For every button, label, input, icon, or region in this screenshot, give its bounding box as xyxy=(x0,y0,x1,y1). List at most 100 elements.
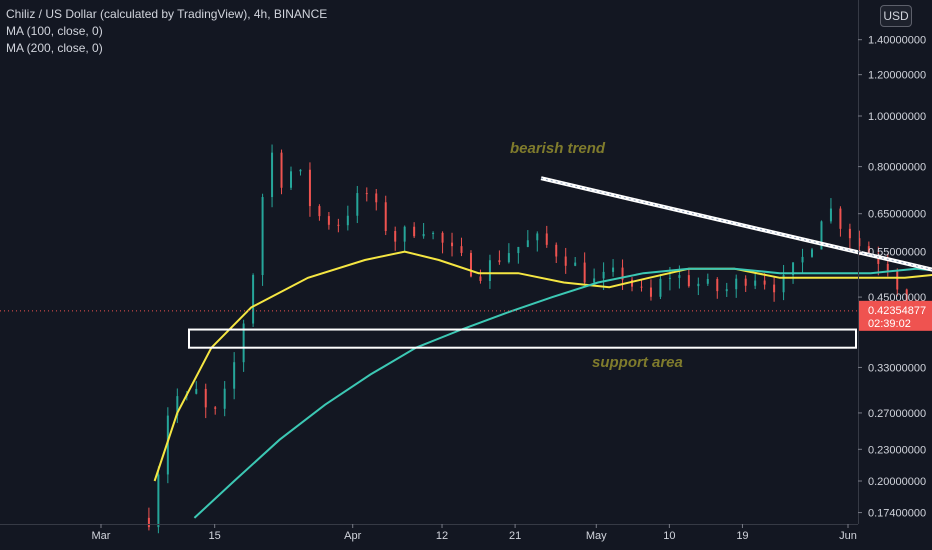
candle-body xyxy=(441,232,444,243)
time-tick-label: 15 xyxy=(209,530,221,542)
candle-body xyxy=(848,228,851,239)
candle-body xyxy=(280,152,283,188)
candle-body xyxy=(413,226,416,237)
price-tick-label: 0.20000000 xyxy=(868,476,926,488)
currency-button[interactable]: USD xyxy=(880,5,912,27)
candle-body xyxy=(157,474,160,528)
ma200-legend[interactable]: MA (200, close, 0) xyxy=(6,41,103,55)
price-tick-label: 1.40000000 xyxy=(868,35,926,47)
price-tick-label: 0.23000000 xyxy=(868,444,926,456)
candle-body xyxy=(725,289,728,292)
time-tick-label: 19 xyxy=(736,530,748,542)
price-tick-label: 0.80000000 xyxy=(868,162,926,174)
candle-body xyxy=(621,267,624,280)
candle-body xyxy=(271,152,274,198)
price-axis[interactable]: 1.40000000 1.20000000 1.00000000 0.80000000… xyxy=(858,0,932,524)
candle-body xyxy=(735,278,738,290)
ma100-legend[interactable]: MA (100, close, 0) xyxy=(6,24,103,38)
candle-body xyxy=(839,208,842,229)
price-tick-label: 0.65000000 xyxy=(868,209,926,221)
candle-body xyxy=(545,233,548,245)
candle-body xyxy=(195,388,198,394)
support-zone-box[interactable] xyxy=(188,328,857,349)
candle-body xyxy=(820,221,823,250)
candles xyxy=(147,144,927,534)
candle-body xyxy=(432,232,435,235)
candle-body xyxy=(346,215,349,226)
price-tick-label: 1.00000000 xyxy=(868,111,926,123)
candle-body xyxy=(403,226,406,242)
candle-body xyxy=(631,279,634,287)
candle-body xyxy=(375,193,378,203)
candle-body xyxy=(204,388,207,408)
candle-body xyxy=(488,260,491,281)
symbol-title[interactable]: Chiliz / US Dollar (calculated by Tradin… xyxy=(6,7,328,21)
time-tick-label: Apr xyxy=(344,530,361,542)
candle-body xyxy=(451,242,454,247)
candle-body xyxy=(697,283,700,287)
candle-body xyxy=(517,246,520,254)
candle-body xyxy=(526,240,529,247)
candle-body xyxy=(536,233,539,241)
candle-body xyxy=(422,234,425,237)
candle-body xyxy=(659,278,662,297)
bar-countdown-label: 02:39:02 xyxy=(868,318,911,330)
candle-body xyxy=(858,238,861,247)
price-tick-label: 0.33000000 xyxy=(868,362,926,374)
candle-body xyxy=(498,260,501,263)
candle-body xyxy=(564,256,567,266)
last-price-label: 0.42354877 xyxy=(868,305,926,317)
price-tick-label: 0.55000000 xyxy=(868,247,926,259)
candle-body xyxy=(233,362,236,389)
candle-body xyxy=(327,216,330,225)
candle-body xyxy=(668,277,671,279)
moving-averages xyxy=(153,250,932,519)
candle-body xyxy=(687,275,690,287)
candle-body xyxy=(773,284,776,293)
candle-body xyxy=(356,193,359,216)
candle-body xyxy=(763,280,766,285)
candle-body xyxy=(166,415,169,475)
candle-body xyxy=(905,289,908,306)
candle-body xyxy=(792,262,795,276)
price-tick-label: 0.17400000 xyxy=(868,508,926,520)
candle-body xyxy=(896,270,899,290)
candle-body xyxy=(574,262,577,266)
time-tick-label: Mar xyxy=(92,530,111,542)
candle-body xyxy=(214,407,217,409)
candle-body xyxy=(308,169,311,207)
chart-legend: Chiliz / US Dollar (calculated by Tradin… xyxy=(6,6,327,57)
candle-body xyxy=(678,275,681,278)
candle-body xyxy=(261,197,264,276)
candle-body xyxy=(716,279,719,292)
candle-body xyxy=(754,280,757,286)
ma100-line xyxy=(153,250,932,482)
price-tick-label: 1.20000000 xyxy=(868,70,926,82)
time-tick-label: Jun xyxy=(839,530,857,542)
candle-body xyxy=(365,193,368,195)
candle-body xyxy=(583,262,586,283)
candle-body xyxy=(176,396,179,416)
candle-body xyxy=(886,263,889,271)
candle-body xyxy=(337,224,340,226)
candle-body xyxy=(299,169,302,172)
time-tick-label: 12 xyxy=(436,530,448,542)
drawings[interactable]: bearish trend support area xyxy=(0,140,932,440)
candle-body xyxy=(555,244,558,257)
price-tick-label: 0.27000000 xyxy=(868,408,926,420)
candle-body xyxy=(811,249,814,257)
candle-body xyxy=(394,231,397,242)
candle-body xyxy=(147,517,150,528)
time-axis[interactable]: Mar 15 Apr 12 21 May 10 19 Jun xyxy=(0,524,858,542)
last-price-badge xyxy=(859,300,932,331)
bearish-trendline-dash xyxy=(540,177,932,271)
candle-body xyxy=(801,256,804,263)
candle-body xyxy=(252,275,255,324)
candle-body xyxy=(469,252,472,277)
candle-body xyxy=(602,271,605,279)
candle-body xyxy=(384,202,387,232)
candle-body xyxy=(640,286,643,288)
ma200-line xyxy=(193,267,932,519)
